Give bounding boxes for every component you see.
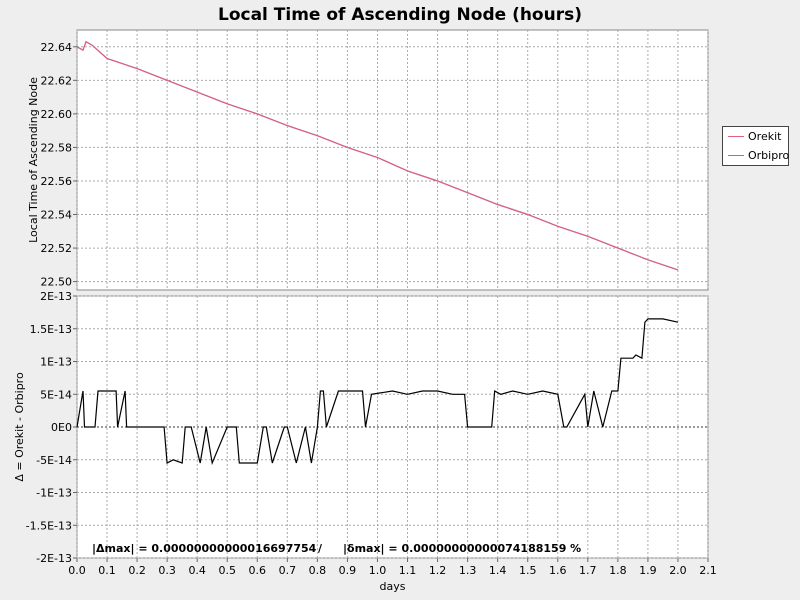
- legend-label-orekit: Orekit: [748, 130, 782, 143]
- chart-legend: Orekit Orbipro: [722, 126, 789, 166]
- bottom-y-tick-label: -1.5E-13: [26, 519, 72, 532]
- x-tick-label: 0.3: [158, 564, 176, 577]
- x-tick-label: 0.8: [309, 564, 327, 577]
- bottom-y-tick-label: -2E-13: [36, 552, 72, 565]
- x-tick-label: 1.7: [579, 564, 597, 577]
- legend-swatch-orbipro: [728, 155, 744, 156]
- legend-item-orekit: Orekit: [723, 127, 788, 146]
- top-y-tick-label: 22.54: [41, 209, 73, 222]
- bottom-y-tick-label: 2E-13: [40, 290, 72, 303]
- x-tick-label: 2.1: [699, 564, 717, 577]
- chart-title: Local Time of Ascending Node (hours): [218, 5, 582, 25]
- bottom-y-tick-label: -5E-14: [36, 454, 72, 467]
- x-tick-label: 1.1: [399, 564, 417, 577]
- x-tick-label: 1.3: [459, 564, 477, 577]
- top-y-tick-label: 22.64: [41, 41, 73, 54]
- delta-relative-text: |δmax| = 0.00000000000074188159 %: [343, 542, 582, 555]
- x-tick-label: 1.6: [549, 564, 567, 577]
- bottom-y-axis-label: Δ = Orekit - Orbipro: [13, 372, 26, 482]
- series-line-orekit: [76, 40, 679, 271]
- x-tick-label: 0.4: [188, 564, 206, 577]
- x-tick-label: 0.0: [68, 564, 86, 577]
- legend-swatch-orekit: [728, 136, 744, 137]
- top-y-tick-label: 22.56: [41, 175, 73, 188]
- x-tick-label: 1.4: [489, 564, 507, 577]
- bottom-y-tick-label: -1E-13: [36, 487, 72, 500]
- x-tick-label: 1.9: [639, 564, 657, 577]
- top-plot-area: [76, 29, 709, 291]
- x-tick-label: 1.8: [609, 564, 627, 577]
- bottom-y-tick-label: 0E0: [51, 421, 72, 434]
- bottom-y-tick-label: 1E-13: [40, 356, 72, 369]
- top-y-tick-label: 22.62: [41, 74, 73, 87]
- x-tick-label: 0.6: [249, 564, 267, 577]
- bottom-y-tick-label: 1.5E-13: [30, 323, 72, 336]
- top-y-tick-label: 22.58: [41, 141, 73, 154]
- top-y-axis-label: Local Time of Ascending Node: [27, 77, 40, 243]
- legend-label-orbipro: Orbipro: [748, 149, 790, 162]
- x-tick-label: 1.5: [519, 564, 537, 577]
- footer-separator: /: [318, 542, 323, 555]
- x-tick-label: 0.7: [279, 564, 297, 577]
- top-y-tick-label: 22.60: [41, 108, 73, 121]
- x-tick-label: 1.2: [429, 564, 447, 577]
- legend-item-orbipro: Orbipro: [723, 146, 790, 165]
- x-tick-label: 2.0: [669, 564, 687, 577]
- x-tick-label: 0.1: [98, 564, 116, 577]
- bottom-y-tick-label: 5E-14: [40, 388, 72, 401]
- x-tick-label: 1.0: [369, 564, 387, 577]
- top-y-tick-label: 22.50: [41, 276, 73, 289]
- x-axis-label: days: [380, 580, 406, 593]
- top-y-tick-label: 22.52: [41, 242, 73, 255]
- x-tick-label: 0.9: [339, 564, 357, 577]
- delta-max-text: |Δmax| = 0.00000000000016697754: [92, 542, 317, 555]
- x-tick-label: 0.5: [218, 564, 236, 577]
- series-line-delta: [76, 318, 679, 466]
- x-tick-label: 0.2: [128, 564, 146, 577]
